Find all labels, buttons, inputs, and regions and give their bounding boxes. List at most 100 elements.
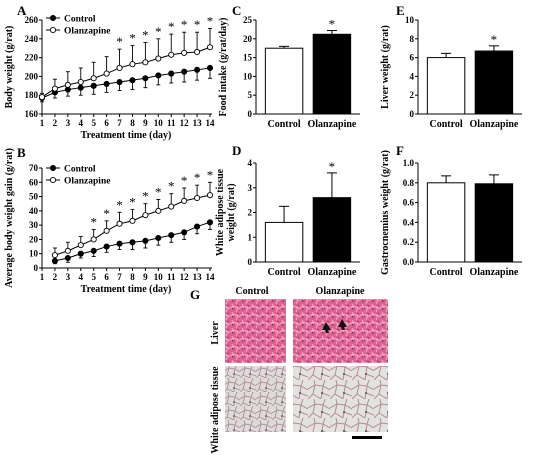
panel-a-chart-x-tick-label: 10	[154, 118, 164, 128]
panel-a-chart-x-axis-label: Treatment time (day)	[81, 130, 172, 141]
panel-e-chart-y-axis-label: Liver weight (g/rat)	[380, 25, 391, 109]
panel-a-chart-x-tick-label: 6	[104, 118, 109, 128]
panel-c-chart-y-tick-label: 0	[248, 109, 253, 119]
panel-d-chart-bar-control	[264, 221, 304, 263]
panel-a-chart-y-tick-label: 220	[25, 53, 39, 63]
panel-c-chart-y-tick-label: 5	[248, 90, 253, 100]
panel-f-chart-y-tick-label: 0.8	[403, 178, 415, 188]
panel-a-chart-series-olanzapine-point	[206, 44, 214, 51]
panel-b-chart-x-tick-label: 2	[53, 272, 58, 282]
panel-b-chart-series-control-point	[64, 254, 71, 262]
panel-a-chart-x-tick-label: 1	[40, 118, 45, 128]
panel-a-chart-series-control-point	[181, 68, 188, 75]
panel-a-chart-series-olanzapine-point	[155, 55, 162, 62]
panel-d-chart-category-label: Control	[268, 267, 301, 278]
panel-e-chart-y-tick-label: 10	[405, 15, 415, 25]
panel-b-chart-series-control-point	[90, 247, 97, 254]
panel-a-chart-series-control-point	[168, 70, 175, 77]
panel-a-chart-y-axis-label: Body weight (g/rat)	[4, 26, 15, 109]
panel-f-chart-y-tick-label: 0.6	[403, 198, 415, 208]
panel-a-chart-series-olanzapine-point	[103, 70, 110, 77]
panel-e-chart-category-label: Olanzapine	[469, 119, 518, 130]
panel-e-chart-y-tick-label: 2	[410, 90, 415, 100]
panel-e-chart-y-tick-label: 4	[410, 71, 415, 81]
panel-a-chart-y-tick-label: 260	[25, 15, 39, 25]
panel-e-chart-y-tick-label: 0	[410, 109, 415, 119]
panel-f-chart-y-tick-label: 0.2	[403, 237, 415, 247]
panel-b-chart-y-tick-label: 0	[34, 263, 39, 273]
panel-b-chart-y-tick-label: 70	[29, 163, 39, 173]
panel-d-chart-y-axis-label-line: White adipose tissue	[215, 168, 226, 256]
histology-liver-control	[225, 299, 286, 363]
histology-col-label-control: Control	[235, 286, 268, 297]
panel-a-chart-series-control-point	[90, 82, 97, 89]
panel-a-chart-series-control-point	[129, 77, 136, 84]
panel-b-chart-legend-marker	[49, 176, 57, 184]
panel-b-chart-significance-star: *	[155, 184, 162, 199]
histology-row-label-liver: Liver	[210, 321, 221, 345]
panel-a-chart-significance-star: *	[129, 30, 136, 45]
panel-b-chart-series-olanzapine-point	[129, 217, 136, 224]
panel-e-chart-bar-control	[426, 57, 466, 115]
panel-b-chart-series-olanzapine-point	[64, 247, 71, 254]
panel-b-chart-significance-star: *	[116, 197, 123, 212]
histology-adipose-control	[225, 366, 286, 432]
panel-b-chart-series-control-point	[77, 250, 84, 257]
panel-letter-b: B	[17, 145, 26, 160]
panel-b-chart-significance-star: *	[194, 170, 201, 185]
panel-a-chart-y-tick-label: 200	[25, 71, 39, 81]
panel-a-chart-x-tick-label: 11	[167, 118, 176, 128]
panel-f-chart-bar-control	[426, 182, 466, 263]
panel-a-chart-series-olanzapine-point	[90, 75, 97, 82]
panel-b-chart-series-olanzapine-point	[116, 220, 123, 227]
panel-c-chart-y-tick-label: 10	[243, 71, 253, 81]
panel-b-chart-x-tick-label: 14	[206, 272, 216, 282]
panel-b-chart-series-control-point	[206, 219, 214, 226]
panel-a-chart-x-tick-label: 3	[66, 118, 71, 128]
panel-b-chart-series-control-point	[103, 243, 110, 250]
panel-a-chart-x-tick-label: 7	[117, 118, 122, 128]
panel-a-chart-series-control-point	[103, 80, 110, 87]
panel-a-chart-series-control-point	[142, 75, 149, 82]
panel-b-chart-y-axis-label: Average body weight gain (g/rat)	[4, 148, 15, 288]
panel-b-chart-series-control-point	[129, 239, 136, 246]
panel-b-chart-x-tick-label: 7	[117, 272, 122, 282]
panel-b-chart-y-tick-label: 20	[29, 234, 39, 244]
panel-a-chart-x-tick-label: 14	[206, 118, 216, 128]
panel-a-chart-series-olanzapine-point	[194, 48, 201, 56]
panel-f-chart-y-tick-label: 1.0	[403, 158, 415, 168]
histology-adipose-olanzapine	[293, 366, 388, 432]
panel-b-chart-y-tick-label: 30	[29, 220, 39, 230]
panel-a-chart-x-tick-label: 12	[180, 118, 190, 128]
panel-e-chart-significance-star: *	[491, 32, 498, 47]
panel-b-chart-series-olanzapine-point	[155, 207, 162, 214]
panel-a-chart-series-olanzapine-point	[38, 94, 46, 101]
panel-b-chart-legend-label: Olanzapine	[64, 177, 110, 187]
panel-b-chart-series-control-point	[51, 257, 58, 264]
panel-a-chart-y-tick-label: 180	[25, 90, 39, 100]
histology-liver-olanzapine	[293, 299, 388, 363]
panel-e-chart-y-tick-label: 6	[410, 53, 415, 63]
panel-d-chart-y-tick-label: 2	[248, 208, 253, 218]
panel-f-chart-y-tick-label: 0.0	[403, 257, 415, 267]
panel-c-chart-y-tick-label: 15	[243, 53, 253, 63]
panel-b-chart-significance-star: *	[129, 194, 136, 209]
panel-c-chart-category-label: Control	[268, 119, 301, 130]
panel-e-chart-bar-olanzapine	[474, 50, 514, 115]
panel-b-chart-legend-label: Control	[64, 165, 96, 175]
panel-f-chart-y-tick-label: 0.4	[403, 217, 415, 227]
panel-c-chart-bar-control	[264, 47, 304, 115]
panel-b-chart-x-tick-label: 11	[167, 272, 176, 282]
panel-a-chart-series-control-point	[116, 78, 123, 86]
panel-letter-g: G	[190, 287, 200, 302]
panel-a-chart-series-olanzapine-point	[129, 61, 136, 68]
panel-d-chart-y-axis-label: White adipose tissueweight (g/rat)	[215, 168, 237, 256]
histology-row-label-adipose: White adipose tissue	[210, 366, 221, 454]
panel-b-chart-series-control-point	[142, 237, 149, 244]
panel-d-chart-y-tick-label: 4	[248, 158, 253, 168]
panel-a-chart-legend-marker	[49, 14, 57, 22]
panel-b-chart-significance-star: *	[207, 167, 214, 182]
panel-a-chart-x-tick-label: 4	[79, 118, 84, 128]
panel-a-chart-legend-label: Control	[64, 15, 96, 25]
